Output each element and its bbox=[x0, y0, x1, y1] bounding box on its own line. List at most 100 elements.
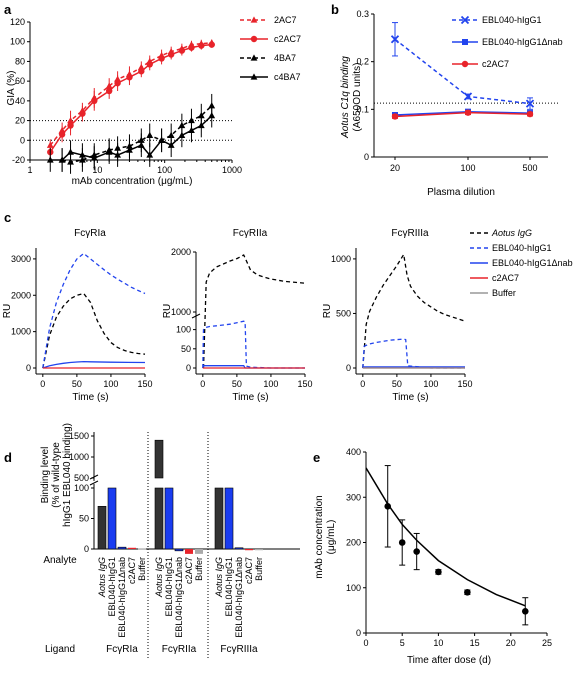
a-point-c4BA7 bbox=[167, 141, 175, 148]
b-series-line-EBL040-hIgG1 bbox=[394, 38, 531, 105]
panel-label-d: d bbox=[4, 450, 12, 465]
d-bar-c2AC7 bbox=[185, 549, 193, 554]
c-series-line-EBL040-hIgG1Δnab bbox=[42, 360, 146, 369]
d-bar-Buffer bbox=[138, 548, 146, 550]
e-x-tick-label: 5 bbox=[400, 638, 405, 648]
a-point-4BA7 bbox=[146, 131, 154, 138]
b-point-EBL040-hIgG1 bbox=[525, 99, 535, 108]
d-bar-upper-Aotus IgG bbox=[154, 439, 164, 479]
c-xlabel: Time (s) bbox=[232, 392, 268, 403]
a-point-2AC7 bbox=[46, 141, 54, 148]
c-x-tick-label: 100 bbox=[263, 379, 278, 389]
c-series-line-Aotus IgG bbox=[202, 254, 306, 369]
b-y-tick-label: 0.1 bbox=[356, 104, 369, 114]
e-y-tick-label: 100 bbox=[346, 583, 361, 593]
d-analyte-label-Aotus IgG: Aotus IgG bbox=[154, 557, 164, 598]
c-y-tick-label: 500 bbox=[336, 308, 351, 318]
e-x-tick-label: 15 bbox=[470, 638, 480, 648]
c-y-tick-label: 2000 bbox=[11, 290, 31, 300]
c-subplot-title: FcγRIIIa bbox=[391, 228, 429, 239]
e-ylabel-1: mAb concentration bbox=[314, 495, 325, 578]
e-x-tick-label: 10 bbox=[433, 638, 443, 648]
c-series-line-EBL040-hIgG1 bbox=[362, 338, 465, 369]
c-y-tick-label: 2000 bbox=[171, 247, 191, 257]
c-x-tick-label: 150 bbox=[297, 379, 312, 389]
c-legend-label-Aotus IgG: Aotus IgG bbox=[491, 228, 532, 238]
a-y-tick-label: 120 bbox=[10, 17, 25, 27]
a-y-tick-label: 100 bbox=[10, 37, 25, 47]
d-analyte-label-EBL040-hIgG1: EBL040-hIgG1 bbox=[107, 557, 117, 617]
c-y-tick-label: 100 bbox=[176, 325, 191, 335]
c-x-tick-label: 150 bbox=[457, 379, 472, 389]
a-series-line-c4BA7 bbox=[50, 115, 213, 161]
d-analyte-label-Buffer: Buffer bbox=[137, 557, 147, 581]
c-legend-label-c2AC7: c2AC7 bbox=[492, 273, 519, 283]
a-series-line-c2AC7 bbox=[49, 43, 212, 153]
e-x-tick-label: 20 bbox=[506, 638, 516, 648]
d-y-tick-label: 1500 bbox=[69, 431, 89, 441]
e-point bbox=[435, 568, 442, 576]
e-point bbox=[398, 539, 406, 546]
b-point-c2AC7 bbox=[526, 110, 534, 118]
c-legend-label-Buffer: Buffer bbox=[492, 288, 516, 298]
c-x-tick-label: 100 bbox=[423, 379, 438, 389]
a-point-c2AC7 bbox=[126, 74, 133, 81]
c-series-line-Aotus IgG bbox=[362, 252, 466, 369]
d-analyte-label-c2AC7: c2AC7 bbox=[184, 557, 194, 584]
c-y-tick-label: 1000 bbox=[171, 307, 191, 317]
a-x-tick-label: 10 bbox=[92, 165, 102, 175]
c-y-tick-label: 50 bbox=[181, 344, 191, 354]
d-analyte-label-Buffer: Buffer bbox=[254, 557, 264, 581]
d-bar-EBL040-hIgG1 bbox=[164, 487, 174, 550]
a-point-c2AC7 bbox=[167, 51, 175, 58]
b-point-EBL040-hIgG1 bbox=[463, 92, 473, 101]
a-x-tick-label: 100 bbox=[157, 165, 172, 175]
a-point-c2AC7 bbox=[208, 41, 215, 48]
d-bar-Aotus IgG bbox=[97, 505, 107, 550]
c-series-line-Aotus IgG bbox=[42, 292, 146, 369]
a-point-c4BA7 bbox=[126, 146, 133, 153]
e-point bbox=[521, 607, 529, 615]
c-ylabel: RU bbox=[322, 304, 333, 318]
b-x-tick-label: 500 bbox=[522, 163, 537, 173]
a-point-c4BA7 bbox=[208, 112, 216, 119]
a-point-c2AC7 bbox=[188, 44, 195, 51]
d-row-label-ligand: Ligand bbox=[45, 644, 75, 655]
e-point bbox=[413, 548, 420, 555]
d-analyte-label-c2AC7: c2AC7 bbox=[127, 557, 137, 584]
b-y-tick-label: 0 bbox=[364, 152, 369, 162]
c-x-tick-label: 0 bbox=[360, 379, 365, 389]
a-legend-marker-4BA7 bbox=[250, 54, 258, 61]
a-x-tick-label: 1000 bbox=[222, 165, 242, 175]
a-y-tick-label: 40 bbox=[15, 96, 25, 106]
c-axis-break bbox=[191, 313, 201, 319]
d-bar-EBL040-hIgG1 bbox=[107, 487, 117, 550]
d-y-tick-label: 500 bbox=[74, 473, 89, 483]
d-y-tick-label: 1000 bbox=[69, 452, 89, 462]
b-legend-marker-EBL040-hIgG1 bbox=[460, 15, 470, 25]
a-point-c4BA7 bbox=[67, 148, 74, 155]
d-bar-c2AC7 bbox=[128, 547, 136, 549]
a-point-c4BA7 bbox=[137, 141, 145, 148]
d-analyte-label-EBL040-hIgG1: EBL040-hIgG1 bbox=[224, 557, 234, 617]
a-point-c2AC7 bbox=[91, 97, 98, 105]
d-bar-EBL040-hIgG1Δnab bbox=[234, 547, 244, 550]
c-y-tick-label: 1000 bbox=[331, 254, 351, 264]
a-legend-marker-c2AC7 bbox=[250, 35, 258, 43]
c-subplot-title: FcγRIIa bbox=[233, 228, 268, 239]
a-y-tick-label: 60 bbox=[15, 76, 25, 86]
d-analyte-label-EBL040-hIgG1Δnab: EBL040-hIgG1Δnab bbox=[174, 557, 184, 638]
a-point-c2AC7 bbox=[79, 110, 86, 117]
d-analyte-label-EBL040-hIgG1Δnab: EBL040-hIgG1Δnab bbox=[234, 557, 244, 638]
panel-label-e: e bbox=[313, 450, 320, 465]
c-y-tick-label: 0 bbox=[26, 363, 31, 373]
a-series-line-4BA7 bbox=[61, 105, 213, 163]
d-ligand-label: FcγRIIIa bbox=[220, 644, 258, 655]
a-point-c2AC7 bbox=[67, 122, 74, 129]
b-ylabel-1: Aotus C1q binding bbox=[340, 56, 351, 139]
e-x-tick-label: 0 bbox=[363, 638, 368, 648]
c-x-tick-label: 150 bbox=[137, 379, 152, 389]
a-legend-label-4BA7: 4BA7 bbox=[274, 53, 296, 63]
